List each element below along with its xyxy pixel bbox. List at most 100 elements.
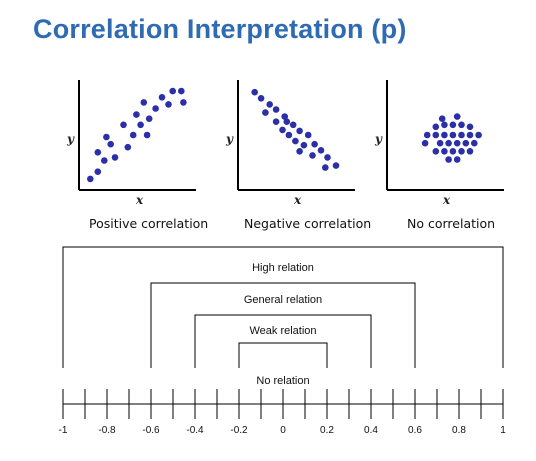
scatter-point xyxy=(453,113,461,120)
caption-positive-correlation: Positive correlation xyxy=(89,216,208,231)
tick-label: 0.8 xyxy=(452,425,466,436)
relation-brackets: High relation General relation Weak relati… xyxy=(62,246,504,387)
scatter-point xyxy=(158,94,166,101)
scatter-point xyxy=(466,123,474,131)
scatter-point xyxy=(466,131,474,139)
scatter-point xyxy=(449,131,457,139)
scatter-point xyxy=(445,156,452,163)
scatter-point xyxy=(441,148,448,155)
scatter-point xyxy=(300,141,308,149)
scatter-plot-none: y x No correlation xyxy=(374,80,504,231)
scatter-point xyxy=(466,148,474,155)
relation-bracket xyxy=(62,246,504,368)
scatter-point xyxy=(432,148,440,155)
scatter-point xyxy=(432,131,440,139)
scatter-point xyxy=(441,131,448,139)
scatter-point xyxy=(421,139,429,147)
scatter-point xyxy=(107,140,114,148)
tick-label: -1 xyxy=(59,425,68,436)
tick-label: -0.2 xyxy=(230,425,248,436)
scatter-point xyxy=(292,137,299,145)
scatter-point xyxy=(169,87,176,95)
scatter-plot-negative: y x Negative correlation xyxy=(225,80,371,231)
scatter-point xyxy=(279,126,286,134)
tick-label: -0.4 xyxy=(186,425,204,436)
tick-label: 0.2 xyxy=(320,425,334,436)
scatter-point xyxy=(458,131,465,139)
scatter-point xyxy=(257,95,265,102)
scatter-plot-positive: y x Positive correlation xyxy=(66,80,208,231)
relation-label: Weak relation xyxy=(249,325,316,337)
scatter-point xyxy=(251,88,258,96)
tick-label: 1 xyxy=(500,425,506,436)
scatter-point xyxy=(436,139,444,147)
scatter-point xyxy=(262,109,269,116)
scatter-point xyxy=(289,121,297,129)
scatter-point xyxy=(304,131,312,139)
y-axis-label: y xyxy=(374,132,383,146)
dots xyxy=(87,87,187,183)
scatter-point xyxy=(101,157,108,164)
scatter-point xyxy=(462,139,470,147)
slide-title: Correlation Interpretation (p) xyxy=(33,14,407,44)
relation-bracket xyxy=(238,342,328,368)
scatter-point xyxy=(120,121,127,129)
relation-label: No relation xyxy=(256,375,309,387)
scatter-point xyxy=(145,115,153,122)
scatter-point xyxy=(124,143,132,151)
scatter-point xyxy=(296,148,303,155)
tick-label: -0.6 xyxy=(142,425,160,436)
scatter-point xyxy=(445,139,452,147)
scatter-point xyxy=(453,139,461,147)
scatter-point xyxy=(94,168,102,175)
scatter-point xyxy=(281,113,289,120)
scatter-point xyxy=(458,121,465,129)
scatter-point xyxy=(322,164,329,171)
scatter-point xyxy=(133,111,140,118)
tick-label: 0.6 xyxy=(408,425,422,436)
x-axis-label: x xyxy=(442,193,451,207)
relation-label: High relation xyxy=(252,262,314,274)
scatter-point xyxy=(296,127,303,135)
relation-bracket xyxy=(194,314,372,368)
scatter-point xyxy=(441,121,448,129)
scatter-point xyxy=(266,101,274,108)
scatter-point xyxy=(165,101,172,108)
scatter-point xyxy=(111,154,119,161)
scatter-point xyxy=(458,148,465,155)
scatter-point xyxy=(103,133,110,141)
scatter-point xyxy=(180,99,187,106)
scatter-point xyxy=(471,139,478,147)
tick-label: 0.4 xyxy=(364,425,378,436)
scatter-point xyxy=(449,148,457,155)
scatter-point xyxy=(143,131,151,139)
scatter-point xyxy=(87,175,94,183)
scatter-point xyxy=(317,147,325,154)
relation-label: General relation xyxy=(244,294,322,306)
y-axis-label: y xyxy=(66,132,75,146)
x-axis-label: x xyxy=(135,193,144,207)
scatter-point xyxy=(309,152,316,159)
tick-label: -0.8 xyxy=(98,425,116,436)
dots xyxy=(251,88,340,171)
scatter-point xyxy=(152,105,159,112)
caption-no-correlation: No correlation xyxy=(407,216,495,231)
dots xyxy=(421,113,482,163)
number-line: -1 -0.8 -0.6 -0.4 -0.2 0 0.2 0.4 0.6 0.8 1 xyxy=(59,389,506,436)
scatter-point xyxy=(311,140,318,148)
x-axis-label: x xyxy=(293,193,302,207)
scatter-point xyxy=(283,118,291,125)
scatter-point xyxy=(438,115,446,122)
scatter-point xyxy=(94,149,102,156)
relation-bracket xyxy=(150,282,416,368)
scatter-point xyxy=(129,131,137,139)
scatter-point xyxy=(272,106,280,113)
scatter-point xyxy=(285,131,293,139)
scatter-point xyxy=(272,118,280,125)
scatter-point xyxy=(178,87,185,95)
scatter-point xyxy=(137,121,144,129)
scatter-point xyxy=(324,154,331,161)
scatter-point xyxy=(332,162,340,169)
